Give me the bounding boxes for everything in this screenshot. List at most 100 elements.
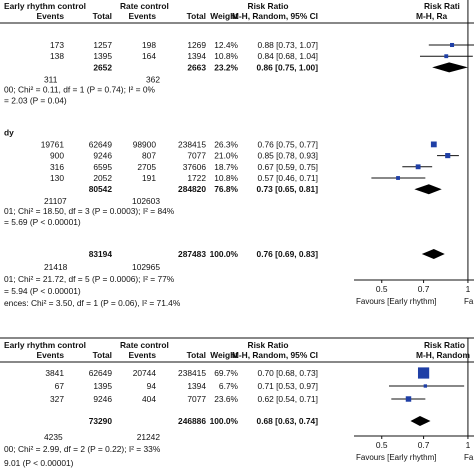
summary-weight: 100.0% [210, 416, 239, 426]
summary-ci-text: 0.86 [0.75, 1.00] [257, 62, 319, 72]
study-weight: 26.3% [214, 139, 238, 149]
study-events-2: 198 [142, 40, 156, 50]
study-events-1: 900 [50, 151, 64, 161]
study-ci-text: 0.71 [0.53, 0.97] [257, 381, 318, 391]
total-events-1: 311 [44, 74, 58, 84]
study-total-2: 238415 [178, 139, 206, 149]
header-group1: Early rhythm control [4, 1, 86, 11]
subgroup-overall-test: = 2.03 (P = 0.04) [4, 95, 67, 105]
summary-total-2: 246886 [178, 416, 206, 426]
study-total-2: 1269 [187, 40, 206, 50]
study-weight: 10.8% [214, 51, 238, 61]
header-method-right: M-H, Random [416, 350, 470, 360]
study-point-estimate [417, 367, 430, 379]
study-events-1: 19761 [41, 139, 65, 149]
study-events-1: 130 [50, 173, 64, 183]
x-tick-label: 0.5 [376, 284, 388, 294]
subgroup-heterogeneity: 01; Chi² = 18.50, df = 3 (P = 0.0003); I… [4, 206, 175, 216]
study-events-2: 164 [142, 51, 156, 61]
x-tick-label: 0.7 [418, 284, 430, 294]
header-group1: Early rhythm control [4, 340, 86, 350]
header-effect: Risk Ratio [248, 340, 289, 350]
study-total-1: 9246 [93, 394, 112, 404]
summary-total-2: 287483 [178, 249, 206, 259]
study-total-1: 62649 [89, 139, 113, 149]
summary-diamond [432, 62, 468, 73]
study-total-2: 7077 [187, 394, 206, 404]
study-total-2: 238415 [178, 368, 206, 378]
total-events-2: 21242 [137, 432, 161, 442]
study-ci-text: 0.85 [0.78, 0.93] [257, 151, 318, 161]
favours-left-label: Favours [Early rhythm] [356, 453, 436, 462]
header-weight: Weight [210, 350, 238, 360]
study-total-2: 37606 [183, 162, 207, 172]
subgroup-heterogeneity: 00; Chi² = 0.11, df = 1 (P = 0.74); I² =… [4, 84, 156, 94]
study-weight: 10.8% [214, 173, 238, 183]
study-ci-text: 0.62 [0.54, 0.71] [257, 394, 318, 404]
study-ci-text: 0.76 [0.75, 0.77] [257, 139, 318, 149]
study-total-1: 9246 [93, 151, 112, 161]
study-events-2: 20744 [133, 368, 157, 378]
study-events-2: 404 [142, 394, 156, 404]
study-ci-text: 0.70 [0.68, 0.73] [257, 368, 318, 378]
study-weight: 69.7% [214, 368, 238, 378]
study-events-1: 316 [50, 162, 64, 172]
study-total-1: 1395 [93, 51, 112, 61]
summary-total-2: 284820 [178, 184, 206, 194]
summary-ci-text: 0.73 [0.65, 0.81] [257, 184, 319, 194]
header-group2: Rate control [120, 340, 169, 350]
summary-ci-text: 0.76 [0.69, 0.83] [257, 249, 319, 259]
header-total-1: Total [93, 350, 112, 360]
header-method: M-H, Random, 95% CI [232, 11, 318, 21]
header-group2: Rate control [120, 1, 169, 11]
study-point-estimate [444, 54, 449, 59]
summary-diamond [421, 249, 445, 259]
summary-weight: 76.8% [214, 184, 238, 194]
study-point-estimate [415, 164, 421, 170]
study-events-1: 327 [50, 394, 64, 404]
summary-total-2: 2663 [187, 62, 206, 72]
study-total-2: 1394 [187, 51, 206, 61]
subgroup-overall-test: = 5.69 (P < 0.00001) [4, 217, 81, 227]
study-events-2: 98900 [133, 139, 157, 149]
subgroup-differences-test: ences: Chi² = 3.50, df = 1 (P = 0.06), I… [4, 298, 181, 308]
header-events-2: Events [129, 11, 157, 21]
x-tick-label: 0.5 [376, 440, 388, 450]
header-events-1: Events [37, 350, 65, 360]
study-point-estimate [396, 176, 400, 180]
x-tick-label: 1 [466, 284, 471, 294]
study-events-1: 67 [55, 381, 65, 391]
header-method: M-H, Random, 95% CI [232, 350, 318, 360]
study-events-1: 138 [50, 51, 64, 61]
study-total-2: 7077 [187, 151, 206, 161]
header-effect-right: Risk Ratio [424, 340, 465, 350]
summary-total-1: 80542 [89, 184, 113, 194]
summary-diamond [414, 184, 442, 195]
favours-right-label: Fa [464, 453, 474, 462]
study-point-estimate [445, 153, 451, 159]
study-total-1: 6595 [93, 162, 112, 172]
study-total-2: 1394 [187, 381, 206, 391]
study-weight: 18.7% [214, 162, 238, 172]
summary-total-1: 83194 [89, 249, 113, 259]
study-ci-text: 0.57 [0.46, 0.71] [257, 173, 318, 183]
summary-ci-text: 0.68 [0.63, 0.74] [257, 416, 319, 426]
total-events-2: 362 [146, 74, 160, 84]
study-point-estimate [450, 42, 455, 48]
study-events-1: 173 [50, 40, 64, 50]
x-tick-label: 1 [466, 440, 471, 450]
header-events-1: Events [37, 11, 65, 21]
study-ci-text: 0.84 [0.68, 1.04] [257, 51, 318, 61]
study-point-estimate [430, 141, 437, 148]
study-events-2: 807 [142, 151, 156, 161]
study-total-1: 2052 [93, 173, 112, 183]
study-weight: 21.0% [214, 151, 238, 161]
study-total-2: 1722 [187, 173, 206, 183]
total-overall-test: 9.01 (P < 0.00001) [4, 458, 74, 468]
favours-left-label: Favours [Early rhythm] [356, 297, 436, 306]
summary-diamond [410, 416, 431, 426]
header-events-2: Events [129, 350, 157, 360]
study-events-2: 191 [142, 173, 156, 183]
header-method-right: M-H, Ra [416, 11, 448, 21]
